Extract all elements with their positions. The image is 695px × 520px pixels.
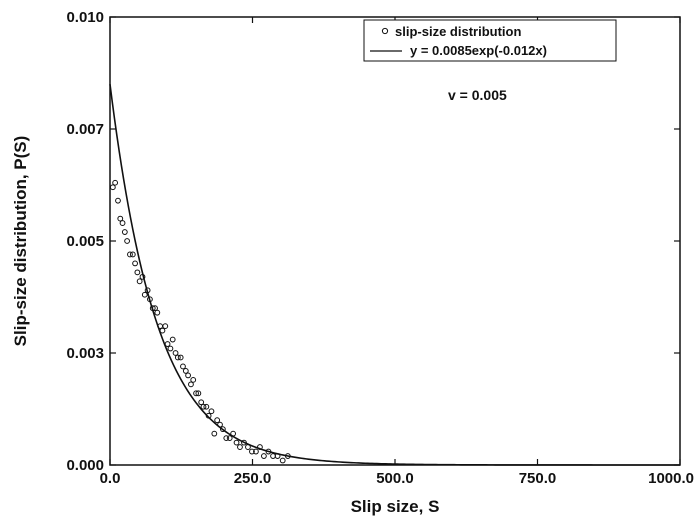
annotation-v: v = 0.005 xyxy=(448,87,507,103)
data-point xyxy=(167,345,174,352)
legend: slip-size distribution y = 0.0085exp(-0.… xyxy=(363,19,617,62)
y-tick-label: 0.010 xyxy=(66,9,104,26)
data-point xyxy=(147,296,153,303)
scatter-points-group xyxy=(109,179,291,464)
data-point xyxy=(188,381,194,388)
data-point xyxy=(200,403,207,410)
plot-frame xyxy=(109,16,681,466)
data-point xyxy=(141,291,148,298)
x-tick-label: 500.0 xyxy=(376,470,414,487)
data-point xyxy=(180,363,186,370)
data-point xyxy=(134,269,141,276)
x-tick-label: 0.0 xyxy=(100,470,121,487)
data-point xyxy=(205,412,212,419)
axes: 0.0 250.0 500.0 750.0 1000.0 0.000 0.003 0.005 0… xyxy=(66,9,694,487)
data-point xyxy=(149,305,156,312)
data-point xyxy=(241,439,247,446)
data-point xyxy=(217,421,223,428)
data-point xyxy=(124,238,130,244)
data-point xyxy=(208,408,215,415)
data-point xyxy=(195,390,202,397)
legend-marker-scatter xyxy=(381,27,389,35)
x-tick-label: 250.0 xyxy=(234,470,272,487)
data-point xyxy=(274,453,281,459)
data-point xyxy=(119,220,126,226)
data-point xyxy=(172,350,179,356)
data-point xyxy=(253,448,259,455)
x-axis-title: Slip size, S xyxy=(351,497,440,516)
data-point xyxy=(223,435,230,442)
data-point xyxy=(182,368,189,374)
data-point xyxy=(193,390,199,397)
data-point xyxy=(139,273,146,280)
data-point xyxy=(211,430,218,437)
data-point xyxy=(233,439,240,446)
data-point xyxy=(265,448,272,455)
data-point xyxy=(164,341,171,347)
legend-label-scatter: slip-size distribution xyxy=(395,24,521,39)
y-tick-label: 0.003 xyxy=(66,345,104,362)
legend-box xyxy=(363,19,617,62)
data-point xyxy=(226,435,233,442)
y-tick-label: 0.007 xyxy=(66,121,104,138)
data-point xyxy=(237,444,243,450)
data-point xyxy=(219,426,226,433)
data-point xyxy=(132,260,138,267)
data-point xyxy=(284,453,291,459)
legend-label-fit: y = 0.0085exp(-0.012x) xyxy=(410,43,547,58)
data-point xyxy=(198,399,205,406)
data-point xyxy=(127,251,133,258)
x-tick-label: 750.0 xyxy=(519,470,557,487)
data-point xyxy=(279,457,286,464)
y-axis-title: Slip-size distribution, P(S) xyxy=(11,136,30,347)
data-point xyxy=(214,417,221,424)
data-point xyxy=(185,372,191,379)
data-point xyxy=(144,287,151,294)
data-point xyxy=(245,444,251,450)
y-tick-label: 0.000 xyxy=(66,457,104,474)
data-point xyxy=(152,305,158,312)
x-tick-label: 1000.0 xyxy=(648,470,694,487)
data-point xyxy=(257,444,263,450)
data-point xyxy=(249,448,255,455)
data-point xyxy=(190,376,197,383)
data-point xyxy=(121,229,128,235)
data-point xyxy=(203,403,210,410)
y-tick-label: 0.005 xyxy=(66,233,104,250)
fit-line-group xyxy=(109,84,680,466)
data-point xyxy=(162,323,169,330)
data-point xyxy=(129,251,136,258)
data-point xyxy=(117,215,124,222)
data-point xyxy=(109,184,116,191)
data-point xyxy=(169,336,176,343)
fit-line xyxy=(109,84,680,466)
data-point xyxy=(115,197,121,204)
data-point xyxy=(230,430,237,437)
data-point xyxy=(261,453,267,459)
data-point xyxy=(112,179,119,186)
data-point xyxy=(177,354,184,361)
data-point xyxy=(136,278,143,285)
data-point xyxy=(159,327,166,334)
data-point xyxy=(154,309,161,316)
data-point xyxy=(174,354,181,361)
